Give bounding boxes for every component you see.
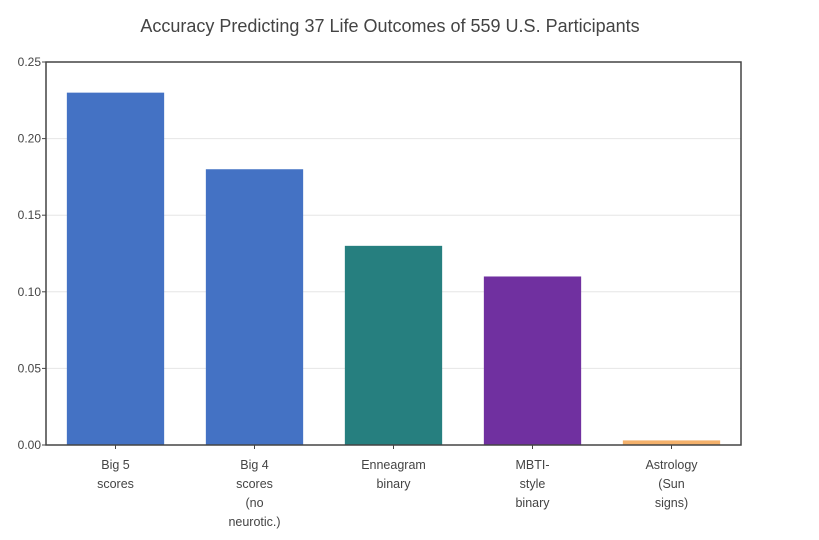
y-tick-label: 0.25: [18, 55, 42, 69]
x-axis-labels: Big 5 scores Big 4 scores (no neurotic.) Ennea…: [97, 445, 698, 529]
y-axis-ticks: 0.00 0.05 0.10 0.15 0.20 0.25: [18, 55, 46, 452]
y-tick-label: 0.00: [18, 438, 42, 452]
x-category-label: Astrology (Sun signs): [645, 458, 698, 510]
y-tick-label: 0.20: [18, 132, 42, 146]
bar: [344, 245, 443, 445]
bar: [205, 169, 304, 446]
y-tick-label: 0.10: [18, 285, 42, 299]
bar: [66, 92, 165, 445]
x-category-label: Enneagram binary: [361, 458, 426, 491]
x-category-label: Big 4 scores (no neurotic.): [228, 458, 280, 529]
bar: [622, 440, 721, 445]
chart-title: Accuracy Predicting 37 Life Outcomes of …: [140, 16, 640, 36]
plot-frame: [45, 61, 742, 446]
x-category-label: MBTI-style binary: [515, 458, 550, 510]
bar: [483, 276, 582, 445]
x-category-label: Big 5 scores: [97, 458, 134, 491]
y-tick-label: 0.15: [18, 208, 42, 222]
bars: [66, 92, 721, 446]
y-tick-label: 0.05: [18, 361, 42, 375]
